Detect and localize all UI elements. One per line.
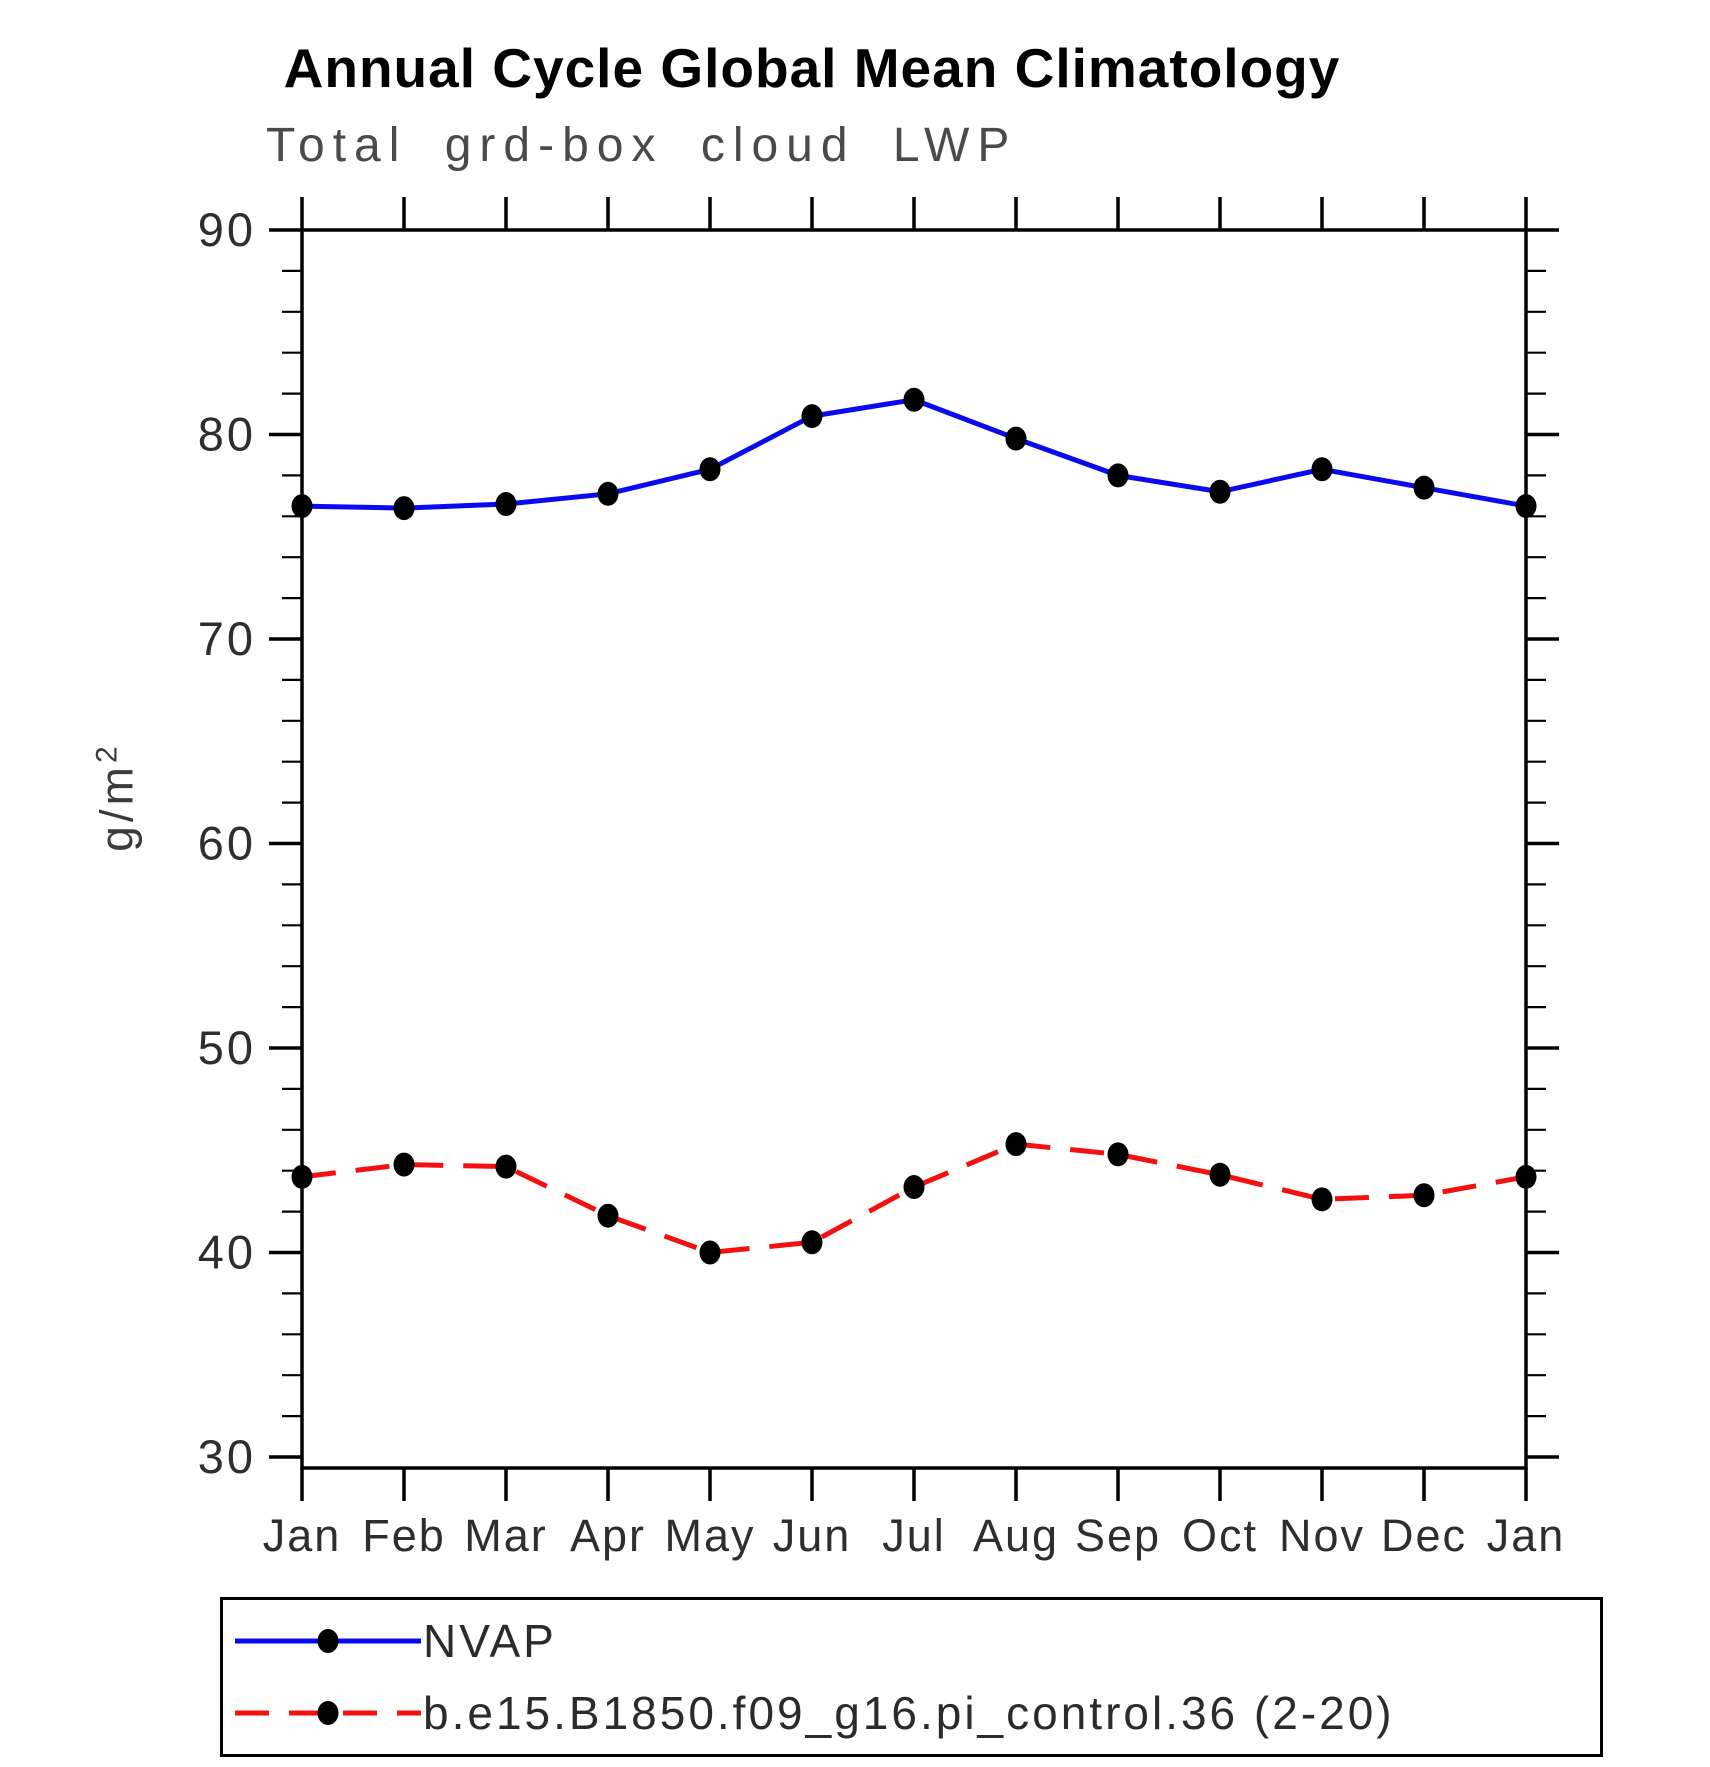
x-tick-label: Apr	[570, 1510, 646, 1561]
chart-subtitle: Total grd-box cloud LWP	[266, 119, 1018, 172]
series-line-0	[301, 397, 1527, 511]
legend-sample-solid-line	[235, 1629, 421, 1653]
x-tick-label: Dec	[1381, 1510, 1467, 1561]
data-point-marker	[903, 1175, 925, 1200]
y-tick-label: 90	[198, 203, 256, 256]
x-tick-label: Jan	[263, 1510, 342, 1561]
data-point-marker	[393, 496, 415, 521]
x-tick-label: Oct	[1182, 1510, 1258, 1561]
data-point-marker	[801, 1230, 823, 1255]
y-tick-label: 40	[198, 1226, 256, 1279]
data-point-marker	[801, 404, 823, 429]
plot-box	[300, 228, 1528, 1470]
data-point-marker	[1107, 1142, 1129, 1167]
x-tick-label: Mar	[464, 1510, 548, 1561]
legend: NVAP b.e15.B1850.f09_g16.pi_control.36 (…	[220, 1597, 1603, 1757]
data-point-marker	[1209, 479, 1231, 504]
legend-row-nvap: NVAP	[233, 1610, 1600, 1672]
legend-marker-dot	[317, 1701, 339, 1725]
legend-label-nvap: NVAP	[423, 1615, 557, 1667]
data-point-marker	[1413, 475, 1435, 500]
x-tick-label: Jan	[1487, 1510, 1566, 1561]
data-point-marker	[1107, 463, 1129, 488]
page-title: Annual Cycle Global Mean Climatology	[283, 37, 1341, 99]
x-tick-label: Jun	[773, 1510, 852, 1561]
x-tick-label: Nov	[1279, 1510, 1365, 1561]
data-point-marker	[393, 1152, 415, 1177]
data-point-marker	[495, 1154, 517, 1179]
legend-row-model: b.e15.B1850.f09_g16.pi_control.36 (2-20)	[233, 1682, 1600, 1744]
data-point-marker	[291, 1164, 313, 1189]
data-point-marker	[903, 387, 925, 412]
y-tick-label: 50	[198, 1021, 256, 1074]
x-tick-label: Jul	[882, 1510, 946, 1561]
y-tick-label: 80	[198, 408, 256, 461]
data-point-marker	[291, 494, 313, 519]
data-point-marker	[597, 481, 619, 506]
y-tick-label: 70	[198, 612, 256, 665]
legend-marker-dot	[317, 1629, 339, 1653]
x-tick-label: Aug	[973, 1510, 1059, 1561]
data-point-marker	[495, 492, 517, 517]
x-tick-label: May	[664, 1510, 755, 1561]
y-tick-label: 60	[198, 817, 256, 870]
data-point-marker	[1209, 1162, 1231, 1187]
data-point-marker	[1413, 1183, 1435, 1208]
data-point-marker	[1515, 494, 1537, 519]
data-point-marker	[1311, 457, 1333, 482]
x-tick-label: Sep	[1075, 1510, 1161, 1561]
data-point-marker	[1005, 426, 1027, 451]
legend-label-model: b.e15.B1850.f09_g16.pi_control.36 (2-20)	[423, 1687, 1395, 1739]
data-point-marker	[699, 1240, 721, 1265]
data-point-marker	[597, 1203, 619, 1228]
x-tick-label: Feb	[362, 1510, 446, 1561]
y-tick-label: 30	[198, 1430, 256, 1483]
legend-sample-dashed-line	[235, 1701, 421, 1725]
data-point-marker	[1311, 1187, 1333, 1212]
data-point-marker	[1005, 1132, 1027, 1157]
data-point-marker	[1515, 1164, 1537, 1189]
data-point-marker	[699, 457, 721, 482]
